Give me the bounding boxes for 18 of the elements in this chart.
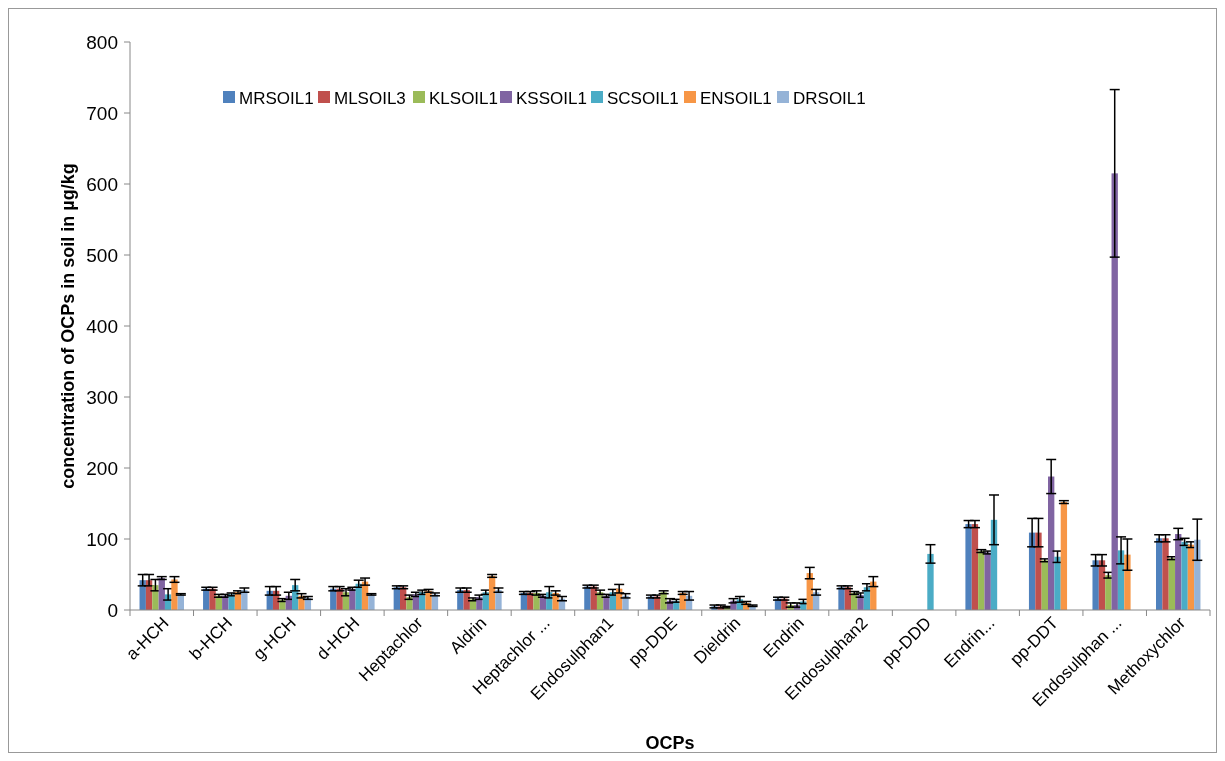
y-tick-label: 300	[86, 386, 118, 408]
y-tick-label: 100	[86, 528, 118, 550]
legend-label: MRSOIL1	[239, 88, 314, 108]
y-tick-label: 200	[86, 457, 118, 479]
y-tick-label: 800	[86, 31, 118, 53]
legend-label: DRSOIL1	[793, 88, 866, 108]
y-tick-label: 600	[86, 173, 118, 195]
legend-label: ENSOIL1	[700, 88, 772, 108]
y-axis-title: concentration of OCPs in soil in µg/kg	[58, 163, 78, 489]
x-axis-title: OCPs	[645, 733, 695, 753]
legend-label: SCSOIL1	[607, 88, 679, 108]
y-tick-label: 0	[107, 599, 118, 621]
legend-label: KLSOIL1	[429, 88, 498, 108]
legend-label: MLSOIL3	[334, 88, 406, 108]
legend-label: KSSOIL1	[516, 88, 587, 108]
y-tick-label: 500	[86, 244, 118, 266]
y-tick-label: 400	[86, 315, 118, 337]
y-tick-label: 700	[86, 102, 118, 124]
